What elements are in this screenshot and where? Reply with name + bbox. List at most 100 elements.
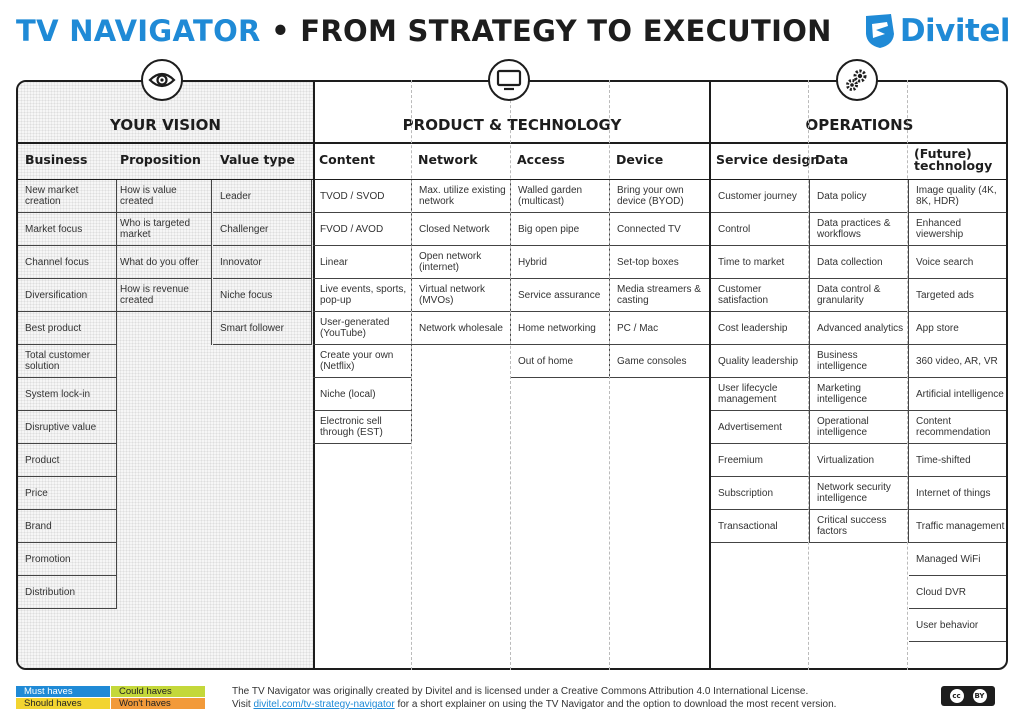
cell-access-4[interactable]: Service assurance xyxy=(511,279,610,312)
cell-network-5[interactable]: Network wholesale xyxy=(412,312,511,345)
cell-business-8[interactable]: Disruptive value xyxy=(18,411,117,444)
cell-future-tech-5[interactable]: App store xyxy=(909,312,1006,345)
cell-future-tech-7[interactable]: Artificial intelligence xyxy=(909,378,1006,411)
cell-content-8[interactable]: Electronic sell through (EST) xyxy=(313,411,412,444)
column-header-access: Access xyxy=(517,152,565,167)
column-header-content: Content xyxy=(319,152,375,167)
cell-data-11[interactable]: Critical success factors xyxy=(810,510,909,543)
cell-device-3[interactable]: Set-top boxes xyxy=(610,246,709,279)
divitel-logo-icon xyxy=(865,14,894,48)
cell-service-design-8[interactable]: Advertisement xyxy=(711,411,810,444)
cell-service-design-2[interactable]: Control xyxy=(711,213,810,246)
cell-network-3[interactable]: Open network (internet) xyxy=(412,246,511,279)
section-title-divider xyxy=(18,142,1006,144)
cell-value-type-1[interactable]: Leader xyxy=(213,180,312,213)
cell-data-2[interactable]: Data practices & workflows xyxy=(810,213,909,246)
cell-service-design-4[interactable]: Customer satisfaction xyxy=(711,279,810,312)
cell-device-6[interactable]: Game consoles xyxy=(610,345,709,378)
cell-data-4[interactable]: Data control & granularity xyxy=(810,279,909,312)
title-part2: • FROM STRATEGY TO EXECUTION xyxy=(260,14,832,48)
cell-business-9[interactable]: Product xyxy=(18,444,117,477)
cell-network-1[interactable]: Max. utilize existing network xyxy=(412,180,511,213)
cell-future-tech-4[interactable]: Targeted ads xyxy=(909,279,1006,312)
creative-commons-badge[interactable]: cc BY xyxy=(941,686,995,706)
cell-content-1[interactable]: TVOD / SVOD xyxy=(313,180,412,213)
cell-future-tech-10[interactable]: Internet of things xyxy=(909,477,1006,510)
cell-future-tech-12[interactable]: Managed WiFi xyxy=(909,543,1006,576)
column-header-future-technology: (Future) technology xyxy=(914,146,993,173)
cell-future-tech-13[interactable]: Cloud DVR xyxy=(909,576,1006,609)
cell-proposition-4[interactable]: How is revenue created xyxy=(113,279,212,312)
cell-business-4[interactable]: Diversification xyxy=(18,279,117,312)
cell-future-tech-8[interactable]: Content recommendation xyxy=(909,411,1006,444)
cell-content-2[interactable]: FVOD / AVOD xyxy=(313,213,412,246)
column-header-divider xyxy=(18,179,1006,180)
cell-service-design-7[interactable]: User lifecycle management xyxy=(711,378,810,411)
cell-data-10[interactable]: Network security intelligence xyxy=(810,477,909,510)
cell-business-11[interactable]: Brand xyxy=(18,510,117,543)
cell-proposition-empty xyxy=(113,312,212,345)
cell-business-13[interactable]: Distribution xyxy=(18,576,117,609)
cell-future-tech-3[interactable]: Voice search xyxy=(909,246,1006,279)
column-header-business: Business xyxy=(25,152,88,167)
cell-data-3[interactable]: Data collection xyxy=(810,246,909,279)
cell-data-9[interactable]: Virtualization xyxy=(810,444,909,477)
cell-business-6[interactable]: Total customer solution xyxy=(18,345,117,378)
cell-business-1[interactable]: New market creation xyxy=(18,180,117,213)
cell-data-1[interactable]: Data policy xyxy=(810,180,909,213)
cell-service-design-1[interactable]: Customer journey xyxy=(711,180,810,213)
cell-device-2[interactable]: Connected TV xyxy=(610,213,709,246)
cell-future-tech-2[interactable]: Enhanced viewership xyxy=(909,213,1006,246)
cell-business-5[interactable]: Best product xyxy=(18,312,117,345)
cell-device-1[interactable]: Bring your own device (BYOD) xyxy=(610,180,709,213)
cell-access-3[interactable]: Hybrid xyxy=(511,246,610,279)
cell-content-7[interactable]: Niche (local) xyxy=(313,378,412,411)
cell-proposition-2[interactable]: Who is targeted market xyxy=(113,213,212,246)
cell-value-type-5[interactable]: Smart follower xyxy=(213,312,312,345)
cell-data-5[interactable]: Advanced analytics xyxy=(810,312,909,345)
guide-line xyxy=(411,80,412,670)
cell-content-4[interactable]: Live events, sports, pop-up xyxy=(313,279,412,312)
cell-service-design-6[interactable]: Quality leadership xyxy=(711,345,810,378)
cell-value-type-4[interactable]: Niche focus xyxy=(213,279,312,312)
cell-access-1[interactable]: Walled garden (multicast) xyxy=(511,180,610,213)
cell-network-4[interactable]: Virtual network (MVOs) xyxy=(412,279,511,312)
cell-future-tech-1[interactable]: Image quality (4K, 8K, HDR) xyxy=(909,180,1006,213)
cell-access-6[interactable]: Out of home xyxy=(511,345,610,378)
cell-business-2[interactable]: Market focus xyxy=(18,213,117,246)
license-notice: The TV Navigator was originally created … xyxy=(232,685,836,711)
cell-proposition-1[interactable]: How is value created xyxy=(113,180,212,213)
cell-content-5[interactable]: User-generated (YouTube) xyxy=(313,312,412,345)
cell-value-type-2[interactable]: Challenger xyxy=(213,213,312,246)
cell-future-tech-14[interactable]: User behavior xyxy=(909,609,1006,642)
cell-service-design-9[interactable]: Freemium xyxy=(711,444,810,477)
cell-access-5[interactable]: Home networking xyxy=(511,312,610,345)
guide-line xyxy=(609,80,610,670)
column-header-network: Network xyxy=(418,152,478,167)
cell-access-2[interactable]: Big open pipe xyxy=(511,213,610,246)
cell-business-3[interactable]: Channel focus xyxy=(18,246,117,279)
column-header-service-design: Service design xyxy=(716,152,820,167)
cell-business-7[interactable]: System lock-in xyxy=(18,378,117,411)
cell-future-tech-6[interactable]: 360 video, AR, VR xyxy=(909,345,1006,378)
cell-proposition-3[interactable]: What do you offer xyxy=(113,246,212,279)
cell-future-tech-9[interactable]: Time-shifted xyxy=(909,444,1006,477)
cell-service-design-11[interactable]: Transactional xyxy=(711,510,810,543)
cell-service-design-10[interactable]: Subscription xyxy=(711,477,810,510)
navigator-link[interactable]: divitel.com/tv-strategy-navigator xyxy=(253,699,395,710)
cell-business-12[interactable]: Promotion xyxy=(18,543,117,576)
cell-future-tech-11[interactable]: Traffic management xyxy=(909,510,1006,543)
cell-data-7[interactable]: Marketing intelligence xyxy=(810,378,909,411)
cell-data-8[interactable]: Operational intelligence xyxy=(810,411,909,444)
cell-data-6[interactable]: Business intelligence xyxy=(810,345,909,378)
cell-network-2[interactable]: Closed Network xyxy=(412,213,511,246)
logo-text: Divitel xyxy=(899,13,1011,49)
cell-content-3[interactable]: Linear xyxy=(313,246,412,279)
cell-service-design-3[interactable]: Time to market xyxy=(711,246,810,279)
cell-service-design-5[interactable]: Cost leadership xyxy=(711,312,810,345)
cell-content-6[interactable]: Create your own (Netflix) xyxy=(313,345,412,378)
cell-device-4[interactable]: Media streamers & casting xyxy=(610,279,709,312)
cell-value-type-3[interactable]: Innovator xyxy=(213,246,312,279)
cell-business-10[interactable]: Price xyxy=(18,477,117,510)
cell-device-5[interactable]: PC / Mac xyxy=(610,312,709,345)
